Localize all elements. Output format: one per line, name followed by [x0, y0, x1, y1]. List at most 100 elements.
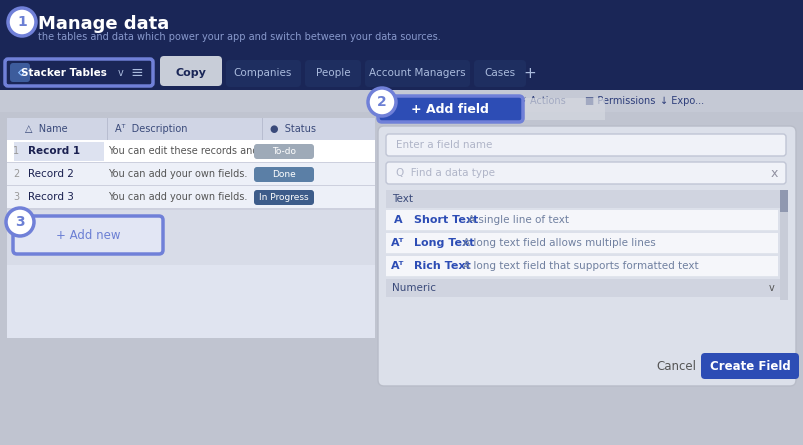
FancyBboxPatch shape [5, 59, 153, 86]
Text: Done: Done [271, 170, 296, 178]
FancyBboxPatch shape [377, 96, 522, 122]
Text: Cancel: Cancel [655, 360, 695, 372]
Bar [779, 190, 787, 300]
Text: Manage data: Manage data [38, 15, 169, 33]
Bar [385, 210, 777, 231]
Text: You can add your own fields.: You can add your own fields. [108, 169, 247, 179]
Text: +: + [523, 65, 536, 81]
Text: Short Text: Short Text [414, 215, 478, 225]
Bar [7, 162, 374, 163]
Text: 1: 1 [13, 146, 19, 156]
Bar [0, 56, 803, 90]
Text: You can add your own fields.: You can add your own fields. [108, 192, 247, 202]
Text: Copy: Copy [175, 68, 206, 78]
Bar [0, 90, 803, 112]
Bar [7, 140, 374, 163]
Text: ⊞ Layouts: ⊞ Layouts [459, 96, 509, 106]
Text: ≡: ≡ [130, 65, 143, 80]
Text: ●  Status: ● Status [270, 124, 316, 134]
Bar [385, 230, 777, 231]
Text: Aᵀ: Aᵀ [391, 238, 404, 248]
Text: + Add field: + Add field [410, 102, 488, 116]
Bar [262, 118, 263, 140]
FancyBboxPatch shape [304, 60, 361, 87]
FancyBboxPatch shape [226, 60, 300, 87]
FancyBboxPatch shape [254, 144, 314, 159]
FancyBboxPatch shape [385, 134, 785, 156]
Text: A long text field allows multiple lines: A long text field allows multiple lines [463, 238, 655, 248]
Text: ↓ Expo...: ↓ Expo... [659, 96, 703, 106]
FancyBboxPatch shape [474, 60, 525, 87]
Text: ⋄: ⋄ [16, 65, 24, 80]
Text: A: A [393, 215, 402, 225]
FancyBboxPatch shape [254, 167, 314, 182]
Text: ⚡ Actions: ⚡ Actions [520, 96, 565, 106]
Text: A single line of text: A single line of text [467, 215, 569, 225]
Text: Text: Text [392, 194, 413, 204]
Bar [779, 190, 787, 212]
Bar [7, 118, 374, 140]
Circle shape [6, 208, 34, 236]
Text: You can edit these records and ac: You can edit these records and ac [108, 146, 273, 156]
Bar [524, 98, 604, 120]
Bar [0, 0, 803, 56]
FancyBboxPatch shape [700, 353, 798, 379]
Bar [14, 142, 104, 161]
FancyBboxPatch shape [377, 126, 795, 386]
Text: v: v [118, 68, 124, 77]
Text: ⚙ Settings: ⚙ Settings [394, 96, 446, 106]
Text: Record 1: Record 1 [28, 146, 80, 156]
Text: Record 2: Record 2 [28, 169, 74, 179]
Circle shape [368, 88, 396, 116]
FancyBboxPatch shape [365, 60, 470, 87]
Text: 2: 2 [377, 95, 386, 109]
Bar [7, 210, 374, 265]
Text: 2: 2 [13, 169, 19, 179]
Bar [7, 208, 374, 209]
Text: In Progress: In Progress [259, 193, 308, 202]
Text: Create Field: Create Field [709, 360, 789, 372]
Bar [7, 186, 374, 209]
FancyBboxPatch shape [10, 63, 30, 82]
Bar [7, 209, 374, 210]
Text: Cases: Cases [484, 68, 515, 78]
Bar [385, 190, 785, 208]
Text: the tables and data which power your app and switch between your data sources.: the tables and data which power your app… [38, 32, 440, 42]
Bar [385, 253, 777, 254]
Text: + Add new: + Add new [55, 228, 120, 242]
Bar [7, 163, 374, 186]
Text: Companies: Companies [234, 68, 291, 78]
Text: Record 3: Record 3 [28, 192, 74, 202]
Text: Aᵀ: Aᵀ [391, 261, 404, 271]
Text: ■ Permissions: ■ Permissions [585, 96, 654, 106]
Bar [7, 185, 374, 186]
Bar [374, 90, 803, 112]
FancyBboxPatch shape [13, 216, 163, 254]
Text: Aᵀ  Description: Aᵀ Description [115, 124, 187, 134]
Bar [107, 118, 108, 140]
Text: Account Managers: Account Managers [369, 68, 465, 78]
Bar [7, 118, 374, 338]
Bar [385, 279, 785, 297]
Text: Rich Text: Rich Text [414, 261, 471, 271]
Text: Stacker Tables: Stacker Tables [21, 68, 107, 77]
Text: People: People [316, 68, 350, 78]
Bar [385, 233, 777, 254]
Text: Enter a field name: Enter a field name [396, 140, 491, 150]
Text: 3: 3 [15, 215, 25, 229]
Text: Numeric: Numeric [392, 283, 435, 293]
Text: 3: 3 [13, 192, 19, 202]
Text: Q  Find a data type: Q Find a data type [396, 168, 495, 178]
FancyBboxPatch shape [160, 56, 222, 86]
Bar [385, 256, 777, 277]
Text: v: v [768, 283, 774, 293]
FancyBboxPatch shape [385, 162, 785, 184]
Bar [385, 276, 777, 277]
Text: A long text field that supports formatted text: A long text field that supports formatte… [463, 261, 698, 271]
Text: Long Text: Long Text [414, 238, 474, 248]
FancyBboxPatch shape [254, 190, 314, 205]
Circle shape [8, 8, 36, 36]
Text: 1: 1 [17, 15, 26, 29]
Text: To-do: To-do [271, 146, 296, 155]
Text: △  Name: △ Name [25, 124, 67, 134]
